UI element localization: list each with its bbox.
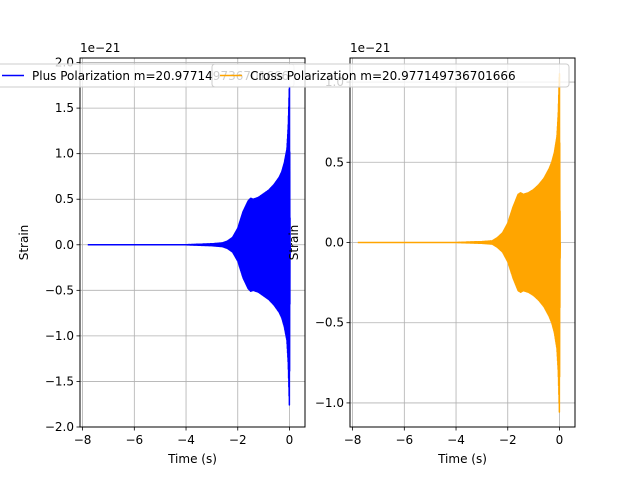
y-tick-label: 0.0 bbox=[325, 236, 344, 250]
x-tick-label: −6 bbox=[125, 433, 143, 447]
plus-x-ticks: −8 −6 −4 −2 0 bbox=[74, 427, 294, 447]
y-tick-label: −1.0 bbox=[315, 396, 344, 410]
waveform-trace bbox=[357, 72, 562, 413]
plus-polarization-axes: −8 −6 −4 −2 0 −2.0−1.5−1.0−0.50.00.51.01.52.… bbox=[17, 41, 306, 466]
y-tick-label: −1.5 bbox=[45, 374, 74, 388]
cross-legend-box bbox=[211, 63, 570, 88]
plus-y-ticks: −2.0−1.5−1.0−0.50.00.51.01.52.0 bbox=[45, 56, 80, 434]
plus-axes-frame bbox=[79, 57, 306, 428]
cross-waveform-line bbox=[357, 72, 562, 413]
x-tick-label: −4 bbox=[447, 433, 465, 447]
x-tick-label: 0 bbox=[556, 433, 564, 447]
y-tick-label: −0.5 bbox=[45, 283, 74, 297]
x-tick-label: −2 bbox=[499, 433, 517, 447]
cross-offset-text: 1e−21 bbox=[350, 41, 390, 55]
cross-legend: Cross Polarization m=20.977149736701666 bbox=[211, 63, 570, 88]
y-tick-label: 0.5 bbox=[55, 192, 74, 206]
x-tick-label: −8 bbox=[74, 433, 92, 447]
cross-y-axis-label: Strain bbox=[287, 225, 301, 261]
waveform-trace bbox=[87, 84, 292, 406]
x-tick-label: −8 bbox=[344, 433, 362, 447]
plus-x-axis-label: Time (s) bbox=[167, 452, 217, 466]
plus-waveform-line bbox=[87, 84, 292, 406]
x-tick-label: −6 bbox=[395, 433, 413, 447]
cross-legend-label: Cross Polarization m=20.977149736701666 bbox=[250, 69, 516, 83]
y-tick-label: −2.0 bbox=[45, 420, 74, 434]
y-tick-label: 0.5 bbox=[325, 155, 344, 169]
cross-x-axis-label: Time (s) bbox=[437, 452, 487, 466]
plus-y-axis-label: Strain bbox=[17, 225, 31, 261]
y-tick-label: 0.0 bbox=[55, 238, 74, 252]
y-tick-label: −1.0 bbox=[45, 329, 74, 343]
y-tick-label: 1.0 bbox=[55, 147, 74, 161]
y-tick-label: −0.5 bbox=[315, 316, 344, 330]
y-tick-label: 1.5 bbox=[55, 101, 74, 115]
plus-offset-text: 1e−21 bbox=[80, 41, 120, 55]
x-tick-label: −2 bbox=[229, 433, 247, 447]
cross-x-ticks: −8 −6 −4 −2 0 bbox=[344, 427, 564, 447]
x-tick-label: 0 bbox=[286, 433, 294, 447]
x-tick-label: −4 bbox=[177, 433, 195, 447]
